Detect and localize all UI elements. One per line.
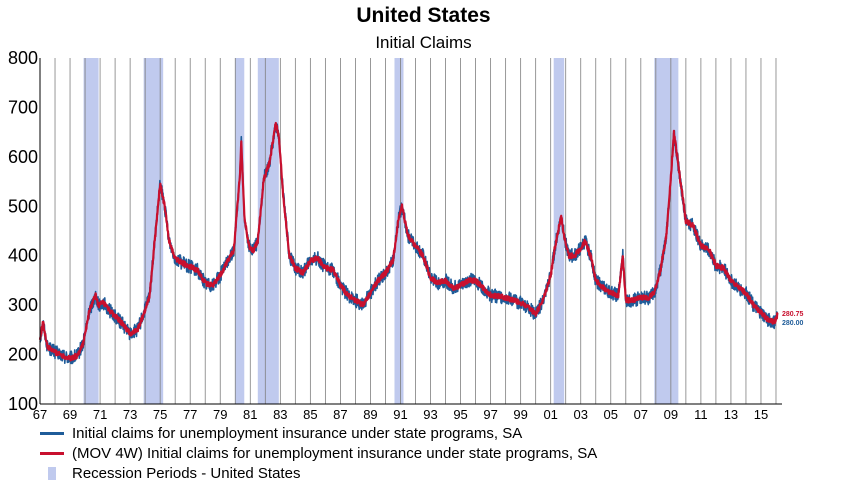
x-tick-67: 67 — [33, 407, 47, 422]
y-tick-400: 400 — [8, 246, 38, 266]
x-tick-05: 05 — [604, 407, 618, 422]
y-axis-ticks: 100 200 300 400 500 600 700 800 — [8, 48, 38, 414]
recession-band-1 — [143, 58, 164, 404]
x-tick-11: 11 — [694, 407, 708, 422]
legend-item-weekly: Initial claims for unemployment insuranc… — [40, 423, 597, 443]
weekly-end-label: 280.00 — [782, 320, 804, 327]
y-tick-300: 300 — [8, 295, 38, 315]
x-tick-75: 75 — [153, 407, 167, 422]
chart-subtitle: Initial Claims — [375, 33, 472, 52]
x-tick-01: 01 — [543, 407, 557, 422]
x-tick-09: 09 — [664, 407, 678, 422]
legend-label-weekly: Initial claims for unemployment insuranc… — [72, 424, 523, 442]
legend-label-recession: Recession Periods - United States — [72, 464, 301, 482]
x-tick-93: 93 — [423, 407, 437, 422]
x-tick-99: 99 — [513, 407, 527, 422]
x-tick-79: 79 — [213, 407, 227, 422]
y-tick-700: 700 — [8, 97, 38, 117]
y-tick-100: 100 — [8, 394, 38, 414]
legend-item-moving-average: (MOV 4W) Initial claims for unemployment… — [40, 443, 597, 463]
chart-title: United States — [356, 4, 491, 27]
x-axis-ticks: 67 69 71 73 75 77 79 81 83 85 87 89 91 93 95 97 99 01 03 05… — [33, 407, 768, 422]
recession-band-0 — [83, 58, 99, 404]
moving-average-swatch — [40, 451, 64, 455]
recession-band-2 — [235, 58, 245, 404]
weekly-swatch — [40, 431, 64, 435]
y-tick-500: 500 — [8, 196, 38, 216]
x-tick-71: 71 — [93, 407, 107, 422]
x-tick-77: 77 — [183, 407, 197, 422]
x-tick-85: 85 — [303, 407, 317, 422]
x-tick-03: 03 — [573, 407, 587, 422]
axes — [39, 58, 782, 405]
y-tick-200: 200 — [8, 345, 38, 365]
x-tick-13: 13 — [724, 407, 738, 422]
vertical-gridlines — [54, 58, 777, 404]
x-tick-69: 69 — [63, 407, 77, 422]
x-tick-81: 81 — [243, 407, 257, 422]
moving-average-series — [38, 121, 779, 362]
recession-swatch — [48, 466, 56, 480]
x-tick-83: 83 — [273, 407, 287, 422]
recession-bands — [83, 58, 679, 404]
y-tick-600: 600 — [8, 147, 38, 167]
recession-band-4 — [394, 58, 404, 404]
ma-end-label: 280.75 — [782, 311, 804, 318]
recession-band-3 — [257, 58, 279, 404]
x-tick-97: 97 — [483, 407, 497, 422]
x-tick-15: 15 — [754, 407, 768, 422]
x-tick-95: 95 — [453, 407, 467, 422]
moving-average-line — [38, 121, 779, 362]
legend-item-recession: Recession Periods - United States — [40, 463, 597, 483]
x-tick-89: 89 — [363, 407, 377, 422]
x-tick-07: 07 — [634, 407, 648, 422]
x-tick-87: 87 — [333, 407, 347, 422]
x-tick-73: 73 — [123, 407, 137, 422]
legend: Initial claims for unemployment insuranc… — [40, 423, 597, 483]
x-tick-91: 91 — [393, 407, 407, 422]
y-tick-800: 800 — [8, 48, 38, 68]
legend-label-moving-average: (MOV 4W) Initial claims for unemployment… — [72, 444, 598, 462]
